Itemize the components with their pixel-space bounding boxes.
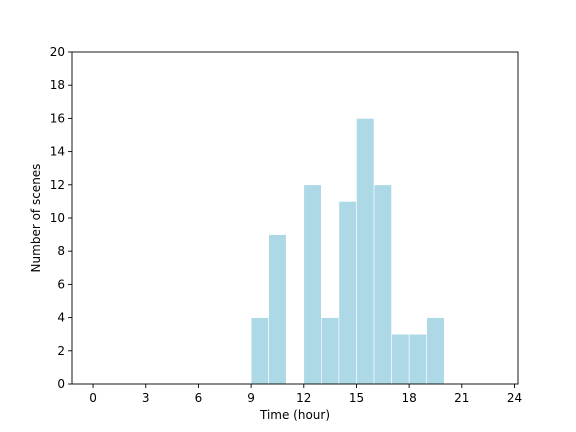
y-tick-label: 8	[57, 244, 65, 258]
histogram-bar	[321, 317, 340, 385]
x-tick-label: 15	[349, 391, 364, 405]
y-tick-label: 20	[50, 45, 65, 59]
x-tick-label: 3	[142, 391, 150, 405]
x-tick-label: 0	[89, 391, 97, 405]
y-tick-label: 14	[50, 145, 65, 159]
histogram-bar	[356, 118, 375, 385]
histogram-bar	[391, 333, 410, 385]
bars-group	[250, 118, 445, 385]
x-tick-label: 6	[195, 391, 203, 405]
y-tick-label: 10	[50, 211, 65, 225]
y-tick-label: 4	[57, 311, 65, 325]
histogram-bar	[426, 317, 445, 385]
histogram-bar	[268, 234, 287, 385]
histogram-bar	[250, 317, 269, 385]
histogram-bar	[408, 333, 427, 385]
y-tick-label: 12	[50, 178, 65, 192]
x-tick-label: 21	[454, 391, 469, 405]
y-tick-label: 18	[50, 78, 65, 92]
histogram-bar	[338, 201, 357, 385]
x-tick-label: 12	[296, 391, 311, 405]
y-tick-label: 16	[50, 111, 65, 125]
plot-frame	[71, 51, 519, 385]
x-tick-label: 18	[401, 391, 416, 405]
y-tick-label: 2	[57, 344, 65, 358]
y-tick-label: 0	[57, 377, 65, 391]
y-axis-ticks: 0 2 4 6 8 10 12 14 16 18 20	[50, 45, 72, 391]
x-tick-label: 9	[247, 391, 255, 405]
y-axis-label: Number of scenes	[29, 164, 43, 273]
x-axis-label: Time (hour)	[259, 408, 330, 422]
histogram-bar	[303, 184, 322, 385]
x-tick-label: 24	[507, 391, 522, 405]
y-tick-label: 6	[57, 277, 65, 291]
histogram-bar	[373, 184, 392, 385]
x-axis-ticks: 0 3 6 9 12 15 18 21 24	[89, 384, 522, 405]
